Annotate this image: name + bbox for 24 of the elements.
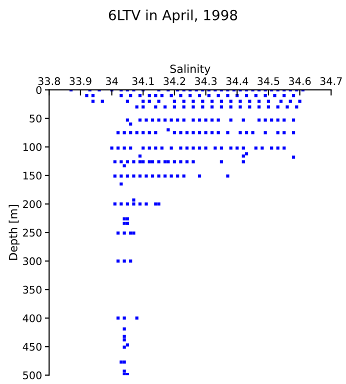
x-tick-label: 34.4	[226, 77, 248, 86]
y-tick-label: 450	[22, 342, 42, 351]
y-tick-label: 50	[30, 114, 42, 122]
y-axis-title: Depth [m]	[8, 205, 20, 260]
y-tick-label: 0	[36, 86, 42, 94]
y-tick-label: 350	[23, 286, 42, 294]
x-tick-label: 34.1	[132, 77, 154, 86]
x-tick-label: 34.7	[320, 77, 342, 86]
chart-title: 6LTV in April, 1998	[108, 10, 238, 24]
y-tick-label: 500	[23, 371, 42, 380]
x-tick-label: 34.6	[288, 77, 311, 86]
y-tick-label: 250	[23, 228, 42, 237]
x-axis-title: Salinity	[170, 64, 210, 76]
x-tick-label: 34.5	[258, 77, 280, 86]
x-tick-label: 34.2	[164, 77, 186, 86]
x-tick-label: 34.3	[194, 77, 217, 86]
y-tick-label: 100	[23, 143, 42, 152]
y-tick-label: 300	[23, 257, 42, 266]
x-tick-label: 33.8	[38, 77, 60, 86]
x-tick-label: 34	[106, 77, 118, 86]
y-tick-label: 400	[22, 314, 42, 322]
y-tick-label: 150	[23, 172, 42, 180]
x-tick-label: 33.9	[70, 77, 92, 86]
y-tick-label: 200	[23, 200, 42, 208]
